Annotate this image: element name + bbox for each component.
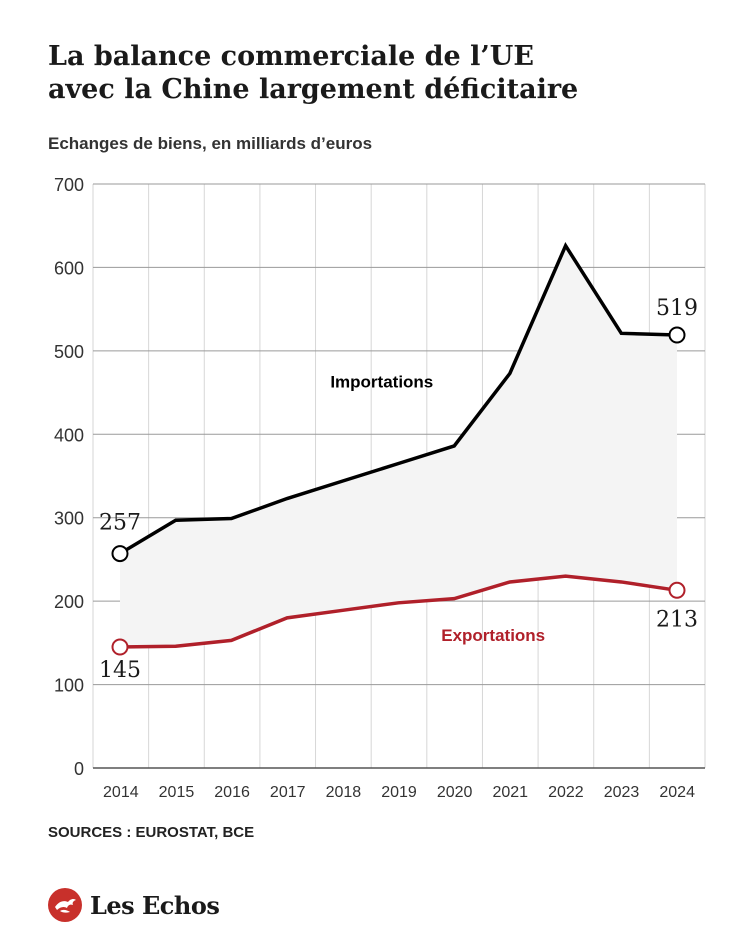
x-tick-label: 2020: [437, 784, 473, 801]
data-label-start: 257: [99, 511, 141, 536]
series-line-exportations: [119, 574, 678, 649]
x-tick-label: 2018: [326, 784, 362, 801]
brand-name: Les Echos: [90, 890, 220, 920]
y-tick-label: 100: [54, 676, 84, 696]
data-label-end: 213: [656, 607, 698, 632]
chart-title-line-2: avec la Chine largement déficitaire: [48, 74, 579, 105]
x-tick-label: 2023: [604, 784, 640, 801]
y-tick-label: 500: [54, 342, 84, 362]
chart-title: La balance commerciale de l’UE avec la C…: [48, 40, 708, 106]
x-tick-label: 2024: [659, 784, 695, 801]
series-line-importations: [119, 242, 678, 556]
les-echos-logo-icon: [48, 888, 82, 922]
x-tick-label: 2021: [492, 784, 528, 801]
x-tick-label: 2019: [381, 784, 417, 801]
y-tick-label: 300: [54, 509, 84, 529]
deficit-area: [120, 245, 677, 648]
x-tick-label: 2015: [159, 784, 195, 801]
line-chart: 0 100 200 300 400 500 600 700 2014 2015 2016 2017 20…: [54, 175, 706, 801]
data-point-marker: [111, 545, 129, 563]
data-point-marker: [111, 638, 129, 656]
x-tick-label: 2017: [270, 784, 306, 801]
series-label: Exportations: [441, 626, 545, 645]
brand: Les Echos: [48, 888, 220, 922]
data-point-marker: [668, 581, 686, 599]
y-tick-label: 0: [74, 759, 84, 779]
x-tick-label: 2016: [214, 784, 250, 801]
y-tick-label: 200: [54, 592, 84, 612]
y-tick-label: 600: [54, 258, 84, 278]
x-tick-label: 2022: [548, 784, 584, 801]
y-tick-label: 400: [54, 425, 84, 445]
source-note: SOURCES : EUROSTAT, BCE: [48, 824, 255, 841]
data-label-start: 145: [99, 658, 141, 683]
chart-subtitle: Echanges de biens, en milliards d’euros: [48, 134, 373, 153]
data-point-marker: [668, 326, 686, 344]
series-label: Importations: [330, 373, 433, 392]
data-label-end: 519: [656, 296, 698, 321]
x-tick-label: 2014: [103, 784, 139, 801]
y-tick-label: 700: [54, 175, 84, 195]
chart-title-line-1: La balance commerciale de l’UE: [48, 41, 534, 72]
